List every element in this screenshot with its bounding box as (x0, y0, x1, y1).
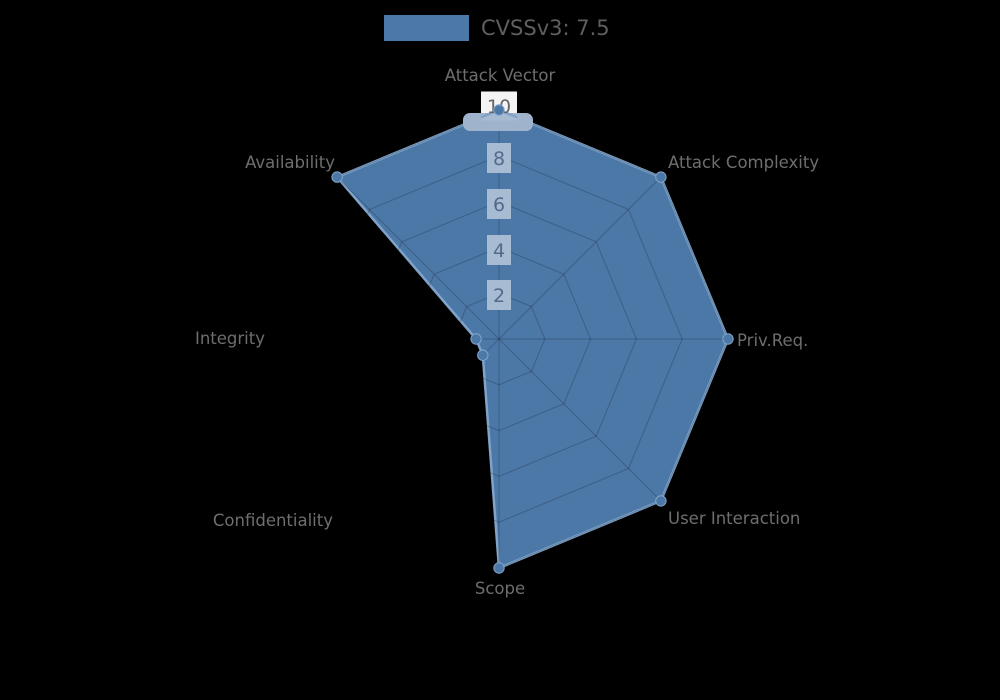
data-point-user-interaction[interactable] (655, 495, 667, 507)
axis-label-user-interaction: User Interaction (668, 509, 800, 528)
axis-label-scope: Scope (475, 579, 525, 598)
axis-label-integrity: Integrity (195, 329, 265, 348)
axis-spoke-user-interaction (498, 338, 662, 502)
tick-label-2: 2 (493, 285, 505, 307)
axis-label-confidentiality: Confidentiality (213, 511, 333, 530)
grid-ring-4 (406, 246, 592, 432)
axis-spoke-attack-complexity (498, 176, 662, 340)
tick-backdrop-2 (487, 280, 511, 310)
tick-label-4: 4 (493, 240, 505, 262)
data-point-attack-vector[interactable] (493, 104, 505, 116)
grid-ring-6 (360, 200, 638, 478)
axis-label-attack-vector: Attack Vector (445, 66, 556, 85)
data-point-availability[interactable] (331, 171, 343, 183)
grid-ring-8 (315, 155, 683, 523)
legend-swatch (384, 15, 469, 41)
data-point-priv-req[interactable] (722, 333, 734, 345)
tick-label-8: 8 (493, 148, 505, 170)
axis-label-priv-req: Priv.Req. (737, 331, 808, 350)
axis-spoke-confidentiality (336, 338, 500, 502)
grid-ring-2 (452, 292, 546, 386)
axis-label-attack-complexity: Attack Complexity (668, 153, 819, 172)
tick-backdrop-4 (487, 235, 511, 265)
legend-item-cvssv3[interactable]: CVSSv3: 7.5 (384, 15, 610, 41)
tick-backdrop-8 (487, 143, 511, 173)
data-point-integrity[interactable] (470, 333, 482, 345)
axis-spoke-availability (336, 176, 500, 340)
data-point-confidentiality[interactable] (477, 349, 489, 361)
data-point-attack-complexity[interactable] (655, 171, 667, 183)
tick-label-6: 6 (493, 194, 505, 216)
axis-label-availability: Availability (245, 153, 335, 172)
legend-label: CVSSv3: 7.5 (481, 16, 610, 40)
tick-backdrop-6 (487, 189, 511, 219)
data-point-scope[interactable] (493, 562, 505, 574)
